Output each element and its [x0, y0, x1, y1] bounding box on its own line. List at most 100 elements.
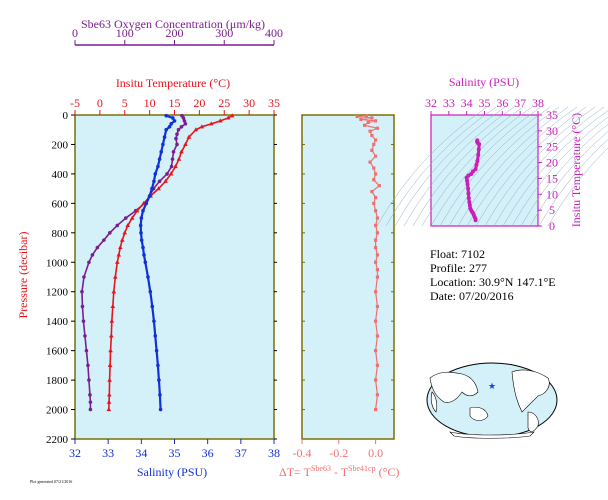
float-id: Float: 7102: [430, 247, 485, 261]
salinity-point: [141, 245, 145, 250]
oxygen-point: [80, 304, 85, 309]
salinity-point: [143, 260, 148, 265]
delta-point: [374, 260, 378, 264]
salinity-tick-label: 36: [202, 446, 214, 460]
oxygen-point: [165, 172, 169, 176]
salinity-point: [157, 378, 161, 382]
temperature-point: [106, 399, 112, 404]
ts-temperature-tick-label: 20: [546, 156, 558, 170]
temperature-point: [109, 333, 114, 338]
temperature-point: [217, 118, 223, 123]
temperature-point: [179, 149, 184, 154]
salinity-point: [164, 113, 169, 118]
delta-point: [372, 166, 376, 170]
delta-point: [370, 116, 374, 120]
delta-tick-label: 0.0: [368, 446, 383, 460]
delta-point: [374, 195, 378, 200]
oxygen-point: [115, 223, 120, 228]
map-land-australia: [469, 406, 489, 421]
temperature-point: [225, 115, 231, 120]
salinity-point: [153, 334, 158, 338]
ts-temperature-tick-label: 10: [546, 187, 558, 201]
ts-density-contours: [376, 106, 608, 227]
oxygen-point: [174, 136, 178, 141]
ts-temperature-tick-label: 35: [546, 108, 558, 122]
oxygen-point: [181, 116, 186, 120]
delta-point: [375, 393, 380, 397]
ts-temperature-tick-label: 15: [546, 171, 558, 185]
map-land-north-america: [511, 369, 550, 413]
oxygen-point: [88, 393, 92, 397]
delta-axis-title: ΔT= TSbe63 - TSbe41cp (°C): [279, 464, 399, 479]
salinity-tick-label: 32: [69, 446, 81, 460]
ts-point: [467, 203, 472, 208]
oxygen-tick-label: 200: [166, 26, 184, 40]
delta-point: [375, 231, 380, 235]
delta-point: [374, 138, 378, 142]
pressure-tick-label: 1600: [46, 346, 69, 358]
ts-contour-line: [448, 106, 560, 227]
temperature-tick-label: -5: [70, 96, 80, 110]
pressure-tick-label: 2200: [46, 434, 69, 446]
delta-tick-label: -0.4: [293, 446, 312, 460]
ts-salinity-tick-label: 37: [514, 96, 526, 110]
ts-salinity-tick-label: 32: [425, 96, 437, 110]
delta-point: [374, 172, 378, 176]
delta-point: [374, 290, 378, 294]
oxygen-point: [102, 238, 106, 242]
ts-temperature-tick-label: 5: [549, 203, 555, 217]
delta-label-sup1: Sbe63: [311, 464, 331, 473]
delta-point: [359, 117, 363, 122]
oxygen-point: [80, 289, 84, 294]
oxygen-point: [183, 122, 188, 126]
salinity-point: [139, 238, 144, 242]
delta-point: [375, 363, 380, 367]
salinity-point: [164, 127, 169, 132]
delta-point: [374, 209, 378, 213]
ts-salinity-tick-label: 36: [496, 96, 508, 110]
salinity-point: [148, 289, 153, 294]
delta-point: [374, 245, 378, 250]
temperature-point: [122, 230, 128, 235]
salinity-point: [141, 208, 145, 213]
salinity-tick-label: 34: [135, 446, 147, 460]
oxygen-point: [123, 216, 128, 220]
salinity-line: [139, 114, 176, 410]
salinity-point: [161, 142, 165, 147]
temperature-point: [107, 362, 113, 367]
salinity-point: [139, 216, 144, 220]
delta-point: [374, 154, 378, 158]
ts-point: [476, 147, 481, 152]
delta-point: [362, 123, 367, 127]
pressure-tick-label: 1800: [46, 375, 69, 387]
oxygen-axis-title: Sbe63 Oxygen Concentration (μm/kg): [81, 17, 265, 31]
oxygen-point: [83, 334, 87, 338]
delta-point: [377, 184, 381, 188]
salinity-point: [147, 194, 152, 198]
temperature-point: [173, 164, 178, 169]
pressure-axis-title: Pressure (decibar): [16, 232, 30, 319]
ts-temperature-tick-label: 30: [546, 124, 558, 138]
delta-point: [375, 268, 380, 272]
ts-contour-line: [484, 106, 596, 227]
delta-point: [374, 349, 378, 353]
oxygen-point: [86, 363, 90, 368]
temperature-tick-label: 5: [122, 96, 128, 110]
delta-point: [375, 216, 380, 220]
delta-point: [374, 378, 378, 382]
pressure-tick-label: 2000: [46, 405, 69, 417]
temperature-point: [114, 259, 120, 264]
ts-point: [470, 169, 475, 174]
ts-panel: [430, 114, 539, 227]
ts-salinity-tick-label: 33: [443, 96, 455, 110]
oxygen-point: [88, 407, 93, 412]
delta-point: [372, 201, 376, 205]
oxygen-point: [182, 119, 187, 123]
delta-point: [375, 304, 380, 309]
salinity-point: [156, 164, 160, 169]
salinity-point: [156, 363, 160, 368]
delta-point: [375, 253, 380, 257]
profile-panel: [74, 114, 275, 440]
salinity-point: [162, 135, 167, 139]
